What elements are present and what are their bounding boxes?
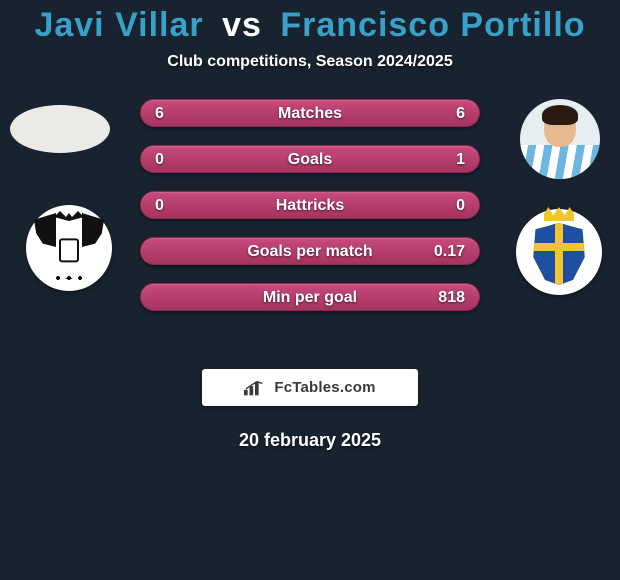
stat-right-value: 818 <box>438 284 465 310</box>
stat-row: 0 Goals 1 <box>140 145 480 173</box>
stat-bars: 6 Matches 6 0 Goals 1 0 Hattricks 0 Goal… <box>140 99 480 329</box>
page-title: Javi Villar vs Francisco Portillo <box>0 0 620 45</box>
stat-row: Goals per match 0.17 <box>140 237 480 265</box>
stat-right-value: 1 <box>456 146 465 172</box>
stat-row: 6 Matches 6 <box>140 99 480 127</box>
player1-headshot <box>10 105 110 153</box>
player2-name: Francisco Portillo <box>280 6 585 44</box>
subtitle: Club competitions, Season 2024/2025 <box>0 53 620 71</box>
watermark-text: FcTables.com <box>274 379 375 396</box>
player1-club-crest <box>26 205 112 291</box>
player1-name: Javi Villar <box>34 6 203 44</box>
stat-label: Matches <box>141 100 479 126</box>
stat-row: Min per goal 818 <box>140 283 480 311</box>
player2-club-crest <box>516 209 602 295</box>
comparison-stage: 6 Matches 6 0 Goals 1 0 Hattricks 0 Goal… <box>0 99 620 349</box>
stat-right-value: 0 <box>456 192 465 218</box>
date: 20 february 2025 <box>0 430 620 451</box>
stat-label: Hattricks <box>141 192 479 218</box>
stat-label: Min per goal <box>141 284 479 310</box>
stat-right-value: 0.17 <box>434 238 465 264</box>
player2-headshot <box>520 99 600 179</box>
vs-text: vs <box>222 6 262 44</box>
stat-right-value: 6 <box>456 100 465 126</box>
stat-label: Goals per match <box>141 238 479 264</box>
stat-row: 0 Hattricks 0 <box>140 191 480 219</box>
watermark-badge: FcTables.com <box>202 369 418 406</box>
stat-label: Goals <box>141 146 479 172</box>
bars-icon <box>244 380 266 396</box>
